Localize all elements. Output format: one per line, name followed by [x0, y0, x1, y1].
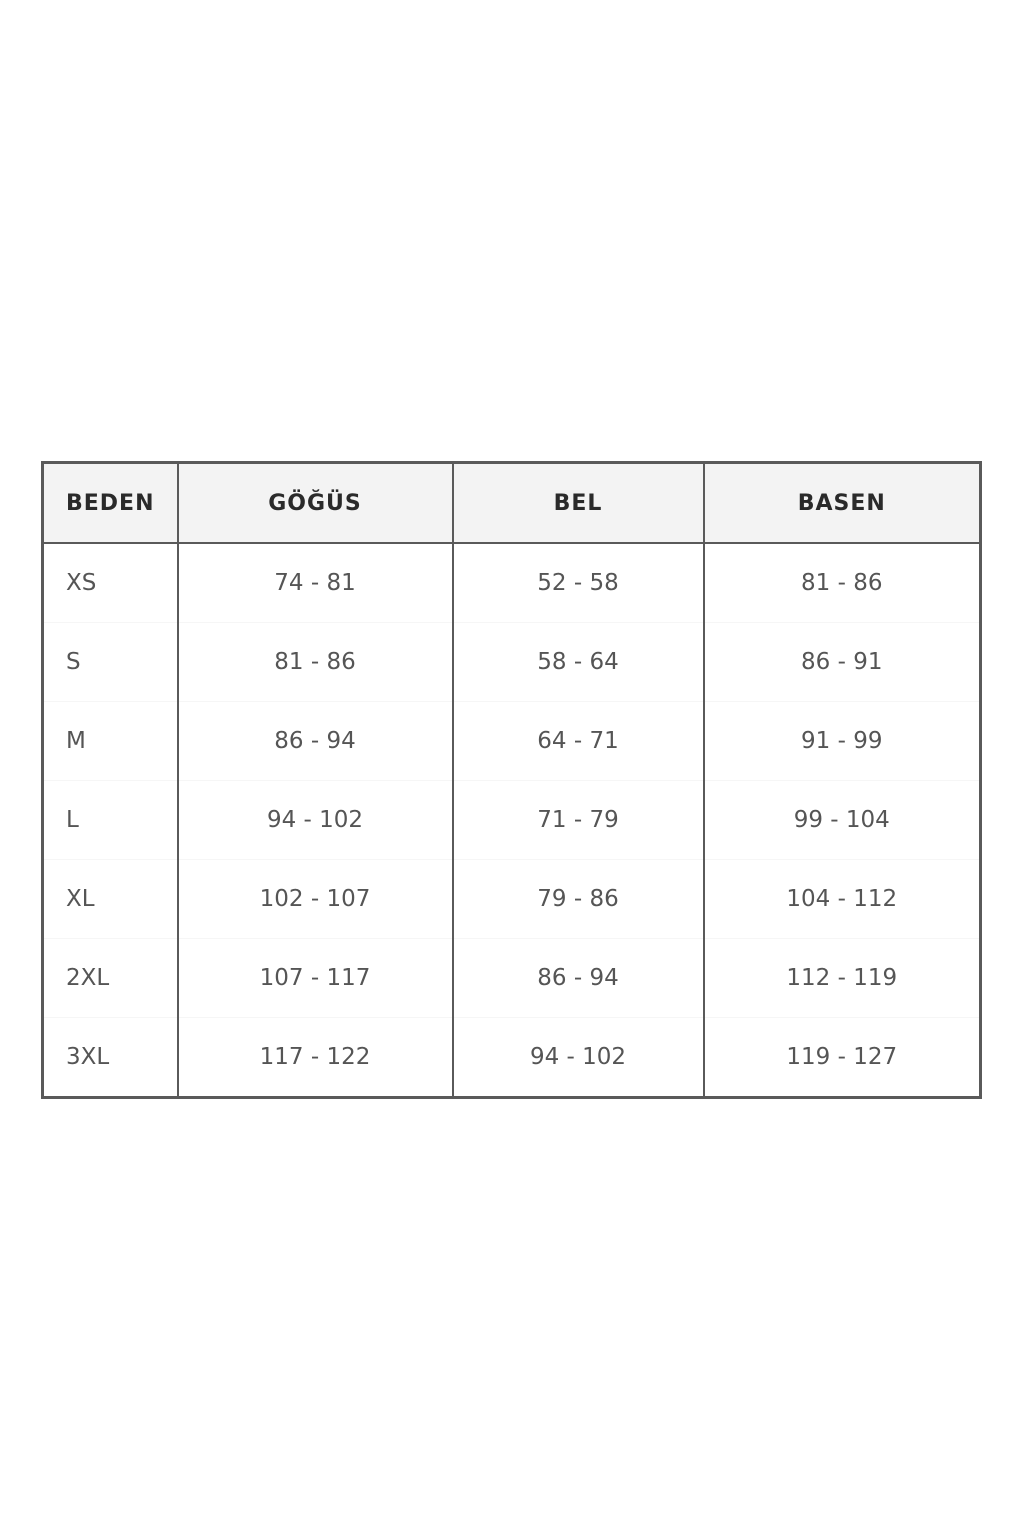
header-row: BEDEN GÖĞÜS BEL BASEN	[41, 462, 982, 544]
table-row: S 81 - 86 58 - 64 86 - 91	[41, 622, 982, 702]
cell-waist: 52 - 58	[451, 543, 705, 623]
cell-chest: 81 - 86	[176, 622, 454, 702]
cell-size: L	[41, 780, 179, 860]
cell-waist: 79 - 86	[451, 859, 705, 939]
cell-hip: 91 - 99	[702, 701, 982, 781]
header-beden: BEDEN	[41, 462, 179, 544]
cell-hip: 81 - 86	[702, 543, 982, 623]
cell-hip: 86 - 91	[702, 622, 982, 702]
size-chart-table: BEDEN GÖĞÜS BEL BASEN XS 74 - 81 52 - 58 81…	[41, 461, 982, 1099]
table-row: XS 74 - 81 52 - 58 81 - 86	[41, 543, 982, 623]
cell-waist: 71 - 79	[451, 780, 705, 860]
cell-waist: 86 - 94	[451, 938, 705, 1018]
cell-size: XS	[41, 543, 179, 623]
table-row: 3XL 117 - 122 94 - 102 119 - 127	[41, 1017, 982, 1098]
cell-chest: 102 - 107	[176, 859, 454, 939]
cell-chest: 86 - 94	[176, 701, 454, 781]
table-row: M 86 - 94 64 - 71 91 - 99	[41, 701, 982, 781]
cell-size: 3XL	[41, 1017, 179, 1098]
cell-chest: 117 - 122	[176, 1017, 454, 1098]
cell-size: S	[41, 622, 179, 702]
header-basen: BASEN	[702, 462, 982, 544]
cell-hip: 99 - 104	[702, 780, 982, 860]
table-row: 2XL 107 - 117 86 - 94 112 - 119	[41, 938, 982, 1018]
cell-chest: 74 - 81	[176, 543, 454, 623]
cell-waist: 58 - 64	[451, 622, 705, 702]
cell-size: M	[41, 701, 179, 781]
cell-hip: 104 - 112	[702, 859, 982, 939]
cell-hip: 119 - 127	[702, 1017, 982, 1098]
cell-chest: 107 - 117	[176, 938, 454, 1018]
cell-size: XL	[41, 859, 179, 939]
table-row: L 94 - 102 71 - 79 99 - 104	[41, 780, 982, 860]
header-gogus: GÖĞÜS	[176, 462, 454, 544]
cell-size: 2XL	[41, 938, 179, 1018]
cell-waist: 94 - 102	[451, 1017, 705, 1098]
cell-hip: 112 - 119	[702, 938, 982, 1018]
header-bel: BEL	[451, 462, 705, 544]
table-row: XL 102 - 107 79 - 86 104 - 112	[41, 859, 982, 939]
cell-waist: 64 - 71	[451, 701, 705, 781]
cell-chest: 94 - 102	[176, 780, 454, 860]
